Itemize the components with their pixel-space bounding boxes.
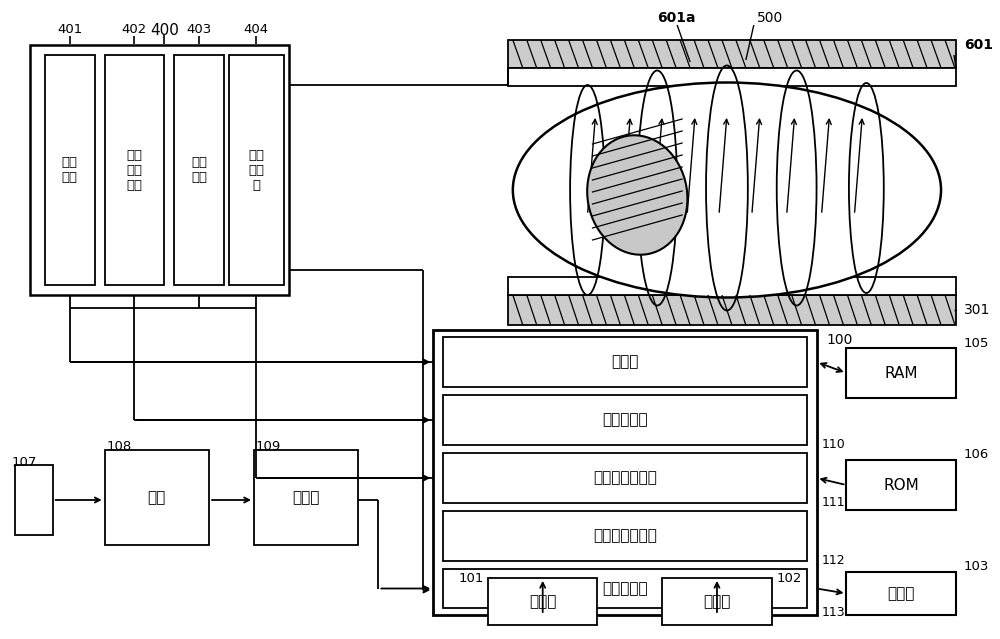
Bar (846, 572, 956, 615)
Text: 110: 110 (822, 438, 845, 452)
Bar (433, 330, 817, 615)
Text: 404: 404 (243, 22, 268, 36)
Bar (508, 68, 956, 86)
Text: 电源
电路: 电源 电路 (62, 156, 78, 184)
Bar (508, 277, 956, 295)
Text: RAM: RAM (884, 366, 918, 380)
Text: 601a: 601a (657, 11, 696, 25)
Text: 112: 112 (822, 555, 845, 567)
Text: 高频
产生
电路: 高频 产生 电路 (126, 148, 142, 192)
Text: 操作部: 操作部 (529, 594, 556, 609)
Bar (45, 55, 95, 285)
Bar (488, 578, 597, 625)
Text: 301: 301 (964, 303, 990, 317)
Bar (15, 465, 53, 535)
Text: 101: 101 (459, 571, 484, 585)
Text: 500: 500 (757, 11, 783, 25)
Bar (443, 337, 807, 387)
Bar (846, 348, 956, 398)
Text: 400: 400 (150, 22, 179, 38)
Text: 106: 106 (964, 449, 989, 461)
Bar (105, 55, 164, 285)
Bar (443, 511, 807, 561)
Text: 输出部: 输出部 (888, 586, 915, 601)
Bar (443, 453, 807, 503)
Text: 403: 403 (187, 22, 212, 36)
Bar (662, 578, 772, 625)
Bar (508, 40, 956, 68)
Text: 103: 103 (964, 560, 989, 573)
Text: 108: 108 (107, 440, 132, 454)
Ellipse shape (587, 135, 687, 255)
Bar (508, 295, 956, 325)
Bar (229, 55, 284, 285)
Text: 105: 105 (964, 337, 989, 350)
Text: 100: 100 (827, 333, 853, 347)
Bar (846, 460, 956, 510)
Text: 107: 107 (12, 456, 37, 468)
Text: 控制部: 控制部 (611, 355, 639, 369)
Text: 高频
功率
计: 高频 功率 计 (248, 148, 264, 192)
Text: ROM: ROM (883, 477, 919, 493)
Bar (254, 450, 358, 545)
Text: 匹配
电路: 匹配 电路 (191, 156, 207, 184)
Text: 放大器: 放大器 (292, 490, 319, 505)
Bar (30, 45, 289, 295)
Text: 113: 113 (822, 606, 845, 619)
Bar (443, 395, 807, 445)
Text: 111: 111 (822, 497, 845, 509)
Bar (105, 450, 209, 545)
Text: 患处温度计算部: 患处温度计算部 (593, 528, 657, 544)
Text: 分布阻抗计算部: 分布阻抗计算部 (593, 470, 657, 486)
Ellipse shape (513, 82, 941, 298)
Text: 109: 109 (256, 440, 281, 454)
Text: 402: 402 (122, 22, 147, 36)
Text: 电容计算部: 电容计算部 (602, 413, 648, 427)
Text: 401: 401 (57, 22, 82, 36)
Text: 601: 601 (964, 38, 993, 52)
Text: 102: 102 (777, 571, 802, 585)
Bar (443, 569, 807, 608)
Text: 相机: 相机 (147, 490, 165, 505)
Text: 显示部: 显示部 (703, 594, 731, 609)
Text: 高频控制部: 高频控制部 (602, 581, 648, 596)
Bar (174, 55, 224, 285)
